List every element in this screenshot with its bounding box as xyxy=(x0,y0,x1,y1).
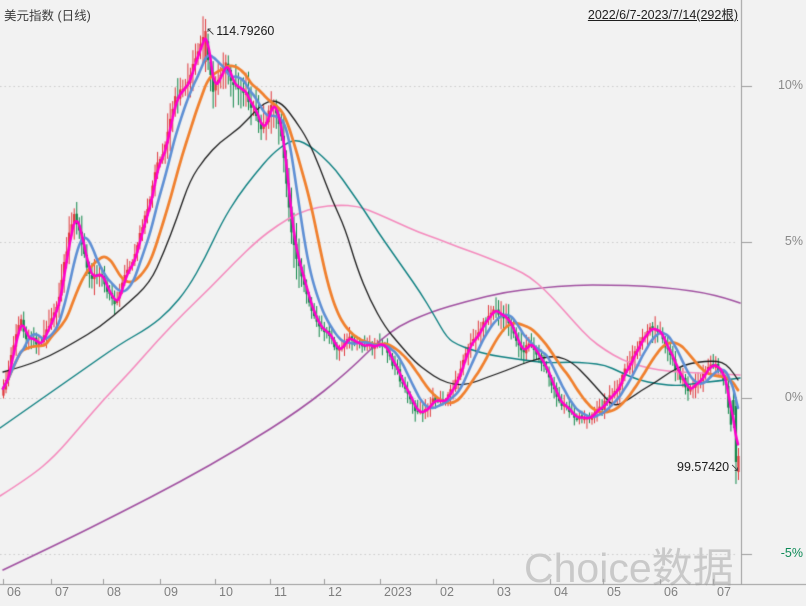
high-price-annotation: ↖114.79260 xyxy=(205,24,274,38)
x-axis-label: 06 xyxy=(7,585,21,599)
x-axis-label: 05 xyxy=(607,585,621,599)
x-axis-label: 04 xyxy=(554,585,568,599)
x-axis-label: 02 xyxy=(440,585,454,599)
x-axis-label: 07 xyxy=(717,585,731,599)
x-axis-label: 06 xyxy=(664,585,678,599)
x-axis-label: 11 xyxy=(274,585,287,599)
low-price-value: 99.57420 xyxy=(677,460,730,474)
high-price-value: 114.79260 xyxy=(216,24,275,38)
x-axis-label: 10 xyxy=(219,585,233,599)
y-axis-label: -5% xyxy=(780,546,803,560)
y-axis-label: 10% xyxy=(777,78,803,92)
x-axis-label: 08 xyxy=(107,585,121,599)
x-axis-label: 03 xyxy=(497,585,511,599)
x-axis-label: 07 xyxy=(55,585,69,599)
low-price-annotation: 99.57420↘ xyxy=(677,460,740,474)
x-axis-label: 12 xyxy=(328,585,342,599)
y-axis-label: 0% xyxy=(784,390,803,404)
chart-title: 美元指数 (日线) xyxy=(4,9,91,23)
x-axis-label: 2023 xyxy=(384,585,412,599)
arrow-up-left-icon: ↖ xyxy=(206,26,216,38)
date-range-link[interactable]: 2022/6/7-2023/7/14(292根) xyxy=(587,8,738,22)
y-axis-label: 5% xyxy=(784,234,803,248)
x-axis-label: 09 xyxy=(164,585,178,599)
arrow-down-right-icon: ↘ xyxy=(730,462,740,474)
